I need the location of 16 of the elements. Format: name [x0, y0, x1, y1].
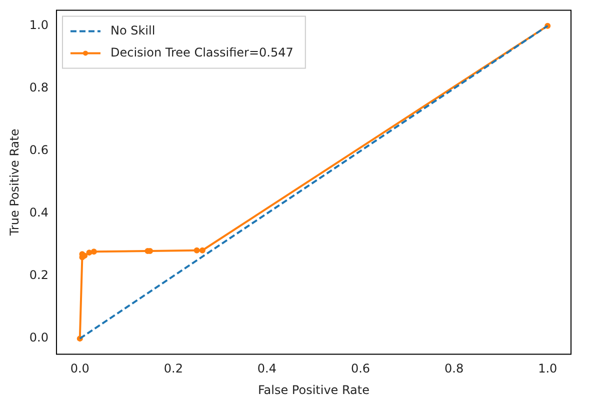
x-tick-label: 0.2: [164, 362, 183, 376]
y-tick-label: 0.8: [29, 80, 48, 95]
y-tick-label: 0.2: [29, 268, 48, 282]
y-axis-title: True Positive Rate: [7, 128, 22, 237]
legend-label: Decision Tree Classifier=0.547: [110, 45, 294, 60]
x-tick-label: 0.8: [444, 362, 464, 376]
x-tick-label: 0.0: [70, 362, 90, 376]
y-tick-label: 0.6: [29, 143, 48, 158]
y-tick-label: 0.4: [29, 206, 48, 220]
y-tick-label: 0.0: [29, 330, 48, 345]
legend-label: No Skill: [110, 23, 156, 38]
x-tick-label: 0.6: [350, 362, 370, 376]
x-axis-title: False Positive Rate: [258, 382, 370, 397]
x-tick-label: 1.0: [538, 362, 558, 376]
x-tick-label: 0.4: [257, 362, 277, 376]
y-tick-label: 1.0: [29, 18, 48, 32]
